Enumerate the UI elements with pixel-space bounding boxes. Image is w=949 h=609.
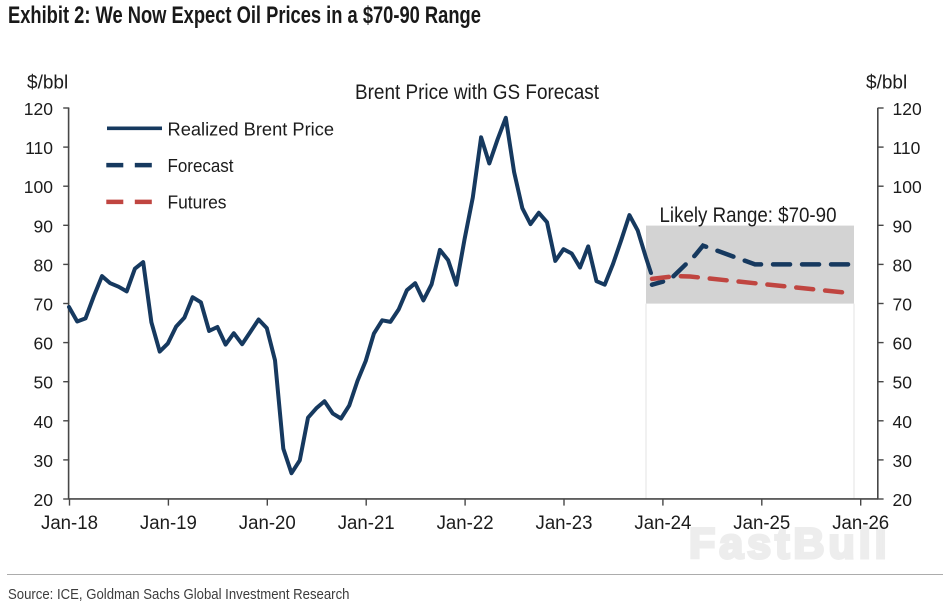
- svg-text:Jan-19: Jan-19: [140, 513, 197, 534]
- svg-text:Forecast: Forecast: [168, 155, 234, 176]
- svg-text:100: 100: [24, 177, 53, 197]
- svg-text:Jan-21: Jan-21: [338, 513, 395, 534]
- svg-text:Brent Price with GS Forecast: Brent Price with GS Forecast: [355, 80, 599, 104]
- svg-text:Jan-22: Jan-22: [437, 513, 494, 534]
- svg-text:90: 90: [893, 216, 913, 236]
- svg-text:40: 40: [893, 412, 913, 432]
- svg-text:20: 20: [893, 490, 913, 510]
- svg-text:30: 30: [34, 451, 54, 471]
- svg-text:100: 100: [893, 177, 922, 197]
- svg-text:Likely Range: $70-90: Likely Range: $70-90: [660, 204, 837, 227]
- svg-text:Futures: Futures: [168, 192, 227, 213]
- svg-text:60: 60: [34, 334, 54, 354]
- svg-text:$/bbl: $/bbl: [866, 72, 907, 93]
- svg-text:Jan-20: Jan-20: [239, 513, 296, 534]
- svg-text:120: 120: [893, 99, 922, 119]
- svg-text:$/bbl: $/bbl: [27, 72, 68, 93]
- svg-text:70: 70: [893, 295, 913, 315]
- svg-text:Realized Brent Price: Realized Brent Price: [168, 119, 335, 140]
- svg-text:110: 110: [25, 138, 53, 158]
- svg-text:20: 20: [34, 490, 54, 510]
- svg-text:Jan-25: Jan-25: [733, 513, 790, 534]
- svg-text:80: 80: [34, 255, 54, 275]
- svg-text:30: 30: [893, 451, 913, 471]
- svg-text:90: 90: [34, 216, 54, 236]
- svg-text:Jan-26: Jan-26: [832, 513, 889, 534]
- svg-text:50: 50: [893, 373, 913, 393]
- svg-text:120: 120: [24, 99, 53, 119]
- svg-text:80: 80: [893, 255, 913, 275]
- svg-text:60: 60: [893, 334, 913, 354]
- svg-text:Jan-23: Jan-23: [536, 513, 593, 534]
- svg-text:50: 50: [34, 373, 54, 393]
- svg-text:Jan-18: Jan-18: [41, 513, 98, 534]
- svg-text:40: 40: [34, 412, 54, 432]
- svg-text:Jan-24: Jan-24: [634, 513, 691, 534]
- svg-text:110: 110: [893, 138, 921, 158]
- svg-text:70: 70: [34, 295, 54, 315]
